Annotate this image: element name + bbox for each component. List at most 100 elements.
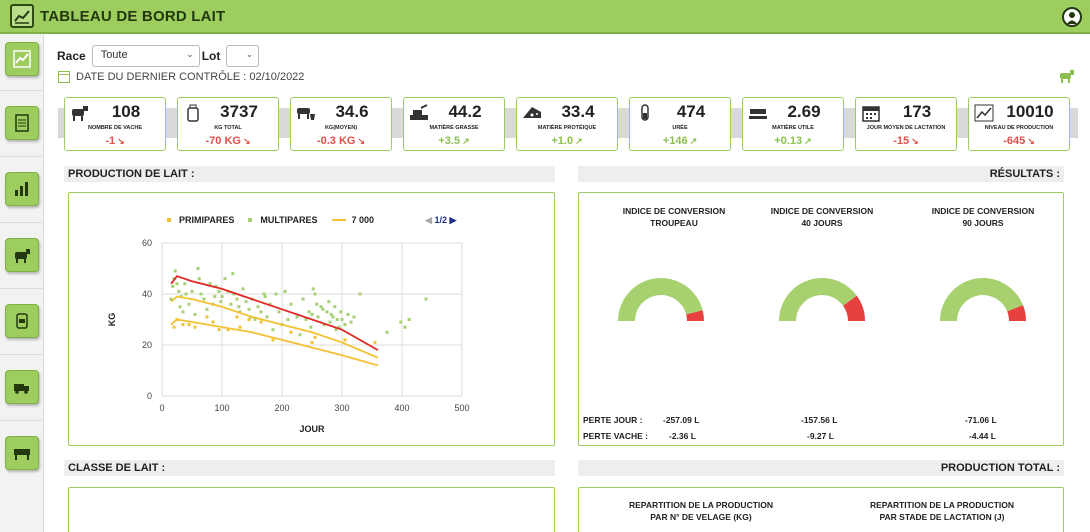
data-point	[339, 310, 343, 314]
sidebar-item-cow-icon[interactable]	[5, 238, 39, 272]
lot-select[interactable]: ⌄	[226, 45, 260, 67]
data-point	[265, 315, 269, 319]
sidebar-item-bar-chart-icon[interactable]	[5, 172, 39, 206]
sidebar-item-truck-icon[interactable]	[5, 370, 39, 404]
data-point	[175, 282, 179, 286]
line-chart-icon	[974, 104, 994, 122]
kpi-delta: +1.0 ↗	[551, 135, 583, 147]
pager-prev-icon: ◀	[425, 215, 432, 225]
data-point	[217, 328, 221, 332]
data-point	[253, 318, 257, 321]
legend-pager[interactable]: ◀ 1/2 ▶	[425, 215, 457, 225]
cow-icon[interactable]	[1058, 68, 1076, 84]
data-point	[237, 305, 241, 309]
data-point	[181, 323, 185, 327]
data-point	[193, 325, 197, 329]
data-point	[268, 302, 272, 306]
data-point	[403, 325, 407, 329]
data-point	[247, 318, 251, 321]
gauge-value-arc	[779, 278, 857, 321]
data-point	[333, 305, 337, 309]
data-point	[352, 315, 356, 319]
kpi-label: MATIÈRE UTILE	[772, 125, 814, 131]
kpi-value: 10010	[1006, 102, 1054, 121]
test-tube-icon	[641, 104, 649, 121]
data-point	[211, 320, 215, 324]
lot-label: Lot	[201, 49, 221, 63]
user-account-icon[interactable]	[1062, 7, 1082, 27]
pager-next-icon: ▶	[449, 215, 457, 225]
sidebar-item-feeder-icon[interactable]	[5, 436, 39, 470]
kpi-label: URÉE	[672, 125, 688, 131]
dashboard-logo-icon	[10, 4, 34, 28]
sidebar-item-document-icon[interactable]	[5, 106, 39, 140]
gauge-value-arc	[940, 278, 1023, 321]
data-point	[241, 287, 245, 291]
gauge-remainder-arc	[843, 295, 865, 321]
kpi-label: KG TOTAL	[214, 125, 242, 131]
data-point	[289, 330, 293, 334]
page-title: TABLEAU DE BORD LAIT	[40, 8, 226, 25]
data-point	[335, 318, 339, 321]
series-line	[170, 275, 379, 351]
data-point	[304, 318, 308, 321]
data-point	[271, 338, 275, 342]
calendar-icon	[58, 71, 70, 83]
header-bar: TABLEAU DE BORD LAIT	[0, 0, 1090, 34]
data-point	[331, 315, 335, 319]
data-point	[307, 310, 311, 314]
data-point	[184, 292, 188, 296]
kpi-value: 474	[676, 102, 706, 121]
sidebar	[0, 34, 44, 532]
race-label: Race	[57, 49, 86, 63]
legend-item[interactable]: MULTIPARES	[248, 215, 318, 225]
legend-item[interactable]: PRIMIPARES	[167, 215, 234, 225]
production-scatter-chart: 0 20 40 60 0 100 200 300 400 500 JOUR KG	[107, 238, 470, 434]
loss-day-value: -257.09 L	[663, 415, 700, 425]
race-select-value: Toute	[100, 49, 128, 61]
kpi-delta: +0.13 ↗	[774, 135, 812, 147]
data-point	[205, 315, 209, 319]
x-tick-label: 400	[394, 403, 409, 413]
legend-item[interactable]: 7 000	[331, 215, 374, 225]
data-point	[325, 310, 329, 314]
gauge-title-40j: INDICE DE CONVERSION 40 JOURS	[770, 206, 874, 228]
data-point	[328, 320, 332, 324]
gauge-value-arc	[618, 277, 703, 321]
data-point	[235, 297, 239, 301]
sidebar-item-dashboard-icon[interactable]	[5, 42, 39, 76]
data-point	[238, 325, 242, 329]
trend-down-icon: ↘	[1027, 136, 1035, 146]
data-point	[178, 305, 182, 309]
section-title-production: PRODUCTION DE LAIT :	[64, 166, 555, 182]
data-point	[322, 323, 326, 327]
kpi-value: 173	[902, 102, 932, 121]
data-point	[298, 333, 302, 337]
data-point	[316, 315, 320, 319]
sidebar-item-feed-bag-icon[interactable]	[5, 304, 39, 338]
data-point	[271, 328, 275, 332]
data-point	[343, 338, 347, 342]
data-point	[199, 292, 203, 296]
data-point	[217, 289, 221, 293]
kpi-value: 108	[111, 102, 141, 121]
data-point	[334, 328, 338, 332]
race-select[interactable]: Toute ⌄	[91, 45, 200, 67]
data-point	[327, 300, 331, 304]
kpi-value: 34.6	[335, 102, 369, 121]
data-point	[286, 318, 290, 321]
data-point	[223, 277, 227, 281]
data-point	[321, 307, 325, 311]
kpi-value: 2.69	[787, 102, 821, 121]
kpi-card: 33.4 MATIÈRE PROTÉIQUE +1.0 ↗	[516, 97, 618, 151]
data-point	[202, 297, 206, 301]
gauge-remainder-arc	[686, 310, 704, 321]
kpi-card: 474 URÉE +146 ↗	[629, 97, 731, 151]
kpi-label: MATIÈRE GRASSE	[429, 125, 479, 131]
data-point	[310, 340, 314, 344]
data-point	[315, 302, 319, 306]
cow-icon	[72, 106, 88, 121]
section-title-total: PRODUCTION TOTAL :	[578, 460, 1064, 476]
kpi-value: 44.2	[448, 102, 482, 121]
data-point	[187, 323, 191, 327]
